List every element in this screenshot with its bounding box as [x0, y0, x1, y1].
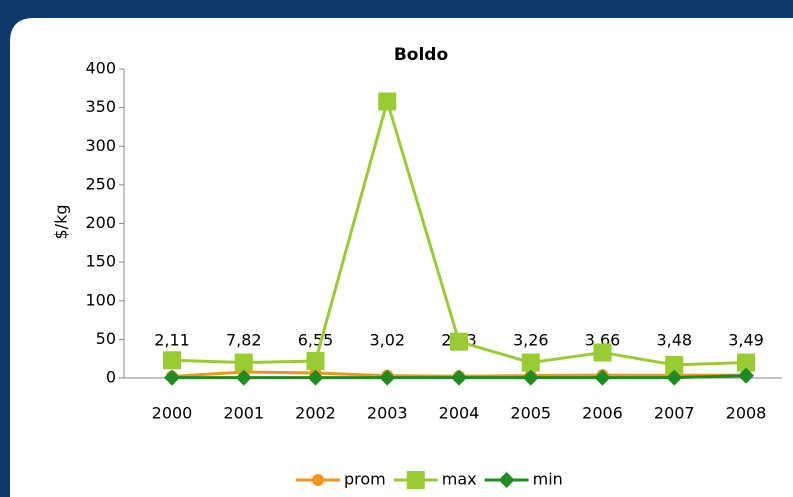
y-tick-label: 0 [106, 368, 116, 387]
y-tick-label: 300 [85, 136, 116, 155]
y-tick-label: 100 [85, 290, 116, 309]
x-tick-label: 2002 [295, 404, 336, 423]
x-tick-label: 2005 [510, 404, 551, 423]
marker [307, 369, 324, 386]
marker [737, 353, 755, 372]
y-axis-label: $/kg [52, 205, 71, 240]
marker [378, 92, 397, 111]
y-tick-label: 350 [85, 97, 116, 116]
marker [163, 351, 181, 370]
data-label: 3,48 [656, 331, 692, 350]
marker [379, 369, 396, 386]
marker [738, 367, 754, 384]
x-tick-label: 2001 [223, 404, 264, 423]
y-tick-label: 400 [85, 59, 116, 78]
marker [594, 369, 611, 386]
marker [306, 352, 325, 371]
y-tick-label: 50 [96, 329, 116, 348]
x-tick-label: 2000 [152, 404, 193, 423]
x-tick-label: 2006 [582, 404, 623, 423]
legend-label: max [442, 470, 477, 489]
x-tick-label: 2008 [726, 404, 767, 423]
data-label: 3,26 [513, 331, 549, 350]
y-tick-label: 250 [85, 174, 116, 193]
data-label: 2,11 [154, 331, 190, 350]
marker [593, 343, 612, 362]
data-label: 7,82 [226, 331, 262, 350]
marker [450, 332, 468, 351]
marker [666, 369, 683, 386]
y-tick-label: 200 [85, 213, 116, 232]
marker [521, 353, 540, 372]
marker [235, 369, 252, 386]
legend-label: min [533, 470, 563, 489]
chart-title: Boldo [394, 45, 448, 65]
marker [665, 355, 684, 374]
marker [234, 353, 253, 372]
marker [498, 472, 515, 488]
data-label: 3,02 [369, 331, 405, 350]
marker [164, 369, 180, 386]
x-tick-label: 2007 [654, 404, 695, 423]
legend-label: prom [344, 470, 386, 489]
marker [312, 474, 324, 486]
marker [522, 369, 539, 386]
panel [10, 18, 793, 497]
data-label: 3,49 [728, 331, 764, 350]
data-label: 6,55 [298, 331, 334, 350]
x-tick-label: 2003 [367, 404, 408, 423]
y-tick-label: 150 [85, 252, 116, 271]
marker [451, 369, 467, 386]
x-tick-label: 2004 [439, 404, 480, 423]
marker [406, 471, 425, 489]
